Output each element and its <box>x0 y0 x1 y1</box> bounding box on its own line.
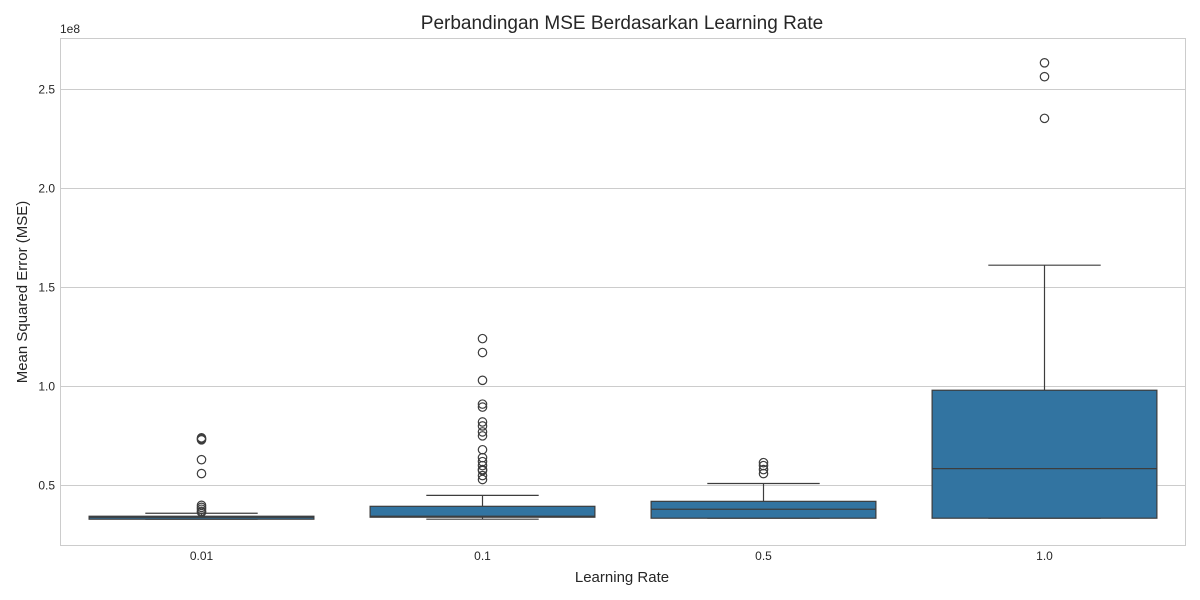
outlier-point <box>477 347 488 358</box>
outlier-point <box>477 417 488 427</box>
y-tick-label: 0.5 <box>38 479 55 493</box>
x-tick-label: 0.1 <box>474 549 491 563</box>
outlier-point <box>1039 58 1050 68</box>
box-group-0.5 <box>650 457 877 519</box>
box-iqr <box>369 505 596 518</box>
outlier-point <box>477 456 488 467</box>
outlier-point <box>477 375 488 386</box>
box-group-0.01 <box>88 433 315 520</box>
x-tick-label: 1.0 <box>1036 549 1053 563</box>
box-group-1.0 <box>931 58 1158 519</box>
outlier-point <box>477 427 488 437</box>
y-axis-label: Mean Squared Error (MSE) <box>14 201 31 384</box>
outlier-point <box>1039 71 1050 82</box>
outlier-point <box>196 433 207 443</box>
y-tick-label: 2.0 <box>38 182 55 196</box>
outlier-point <box>758 457 769 468</box>
outlier-point <box>477 431 488 441</box>
outlier-point <box>758 460 769 471</box>
chart-title: Perbandingan MSE Berdasarkan Learning Ra… <box>421 13 823 34</box>
y-axis-scale-label: 1e8 <box>60 22 80 36</box>
y-tick-label: 2.5 <box>38 83 55 97</box>
y-tick-label: 1.5 <box>38 281 55 295</box>
outlier-point <box>477 444 488 455</box>
plot-area-frame <box>60 38 1186 546</box>
x-axis-label: Learning Rate <box>575 569 669 586</box>
outlier-point <box>477 399 488 409</box>
outlier-point <box>477 402 488 412</box>
outlier-point <box>477 333 488 344</box>
outlier-point <box>1039 113 1050 124</box>
x-tick-labels: 0.01 0.1 0.5 1.0 <box>190 549 1053 563</box>
outlier-point <box>196 500 207 511</box>
y-tick-labels: 0.5 1.0 1.5 2.0 2.5 <box>38 83 55 493</box>
box-group-0.1 <box>369 333 596 520</box>
boxes-layer <box>88 58 1158 520</box>
x-tick-label: 0.5 <box>755 549 772 563</box>
y-tick-label: 1.0 <box>38 380 55 394</box>
outlier-point <box>477 421 488 431</box>
outlier-point <box>196 454 207 465</box>
outlier-point <box>196 468 207 479</box>
x-tick-label: 0.01 <box>190 549 214 563</box>
outlier-point <box>758 464 769 475</box>
outlier-point <box>477 470 488 481</box>
box-iqr <box>931 389 1158 519</box>
